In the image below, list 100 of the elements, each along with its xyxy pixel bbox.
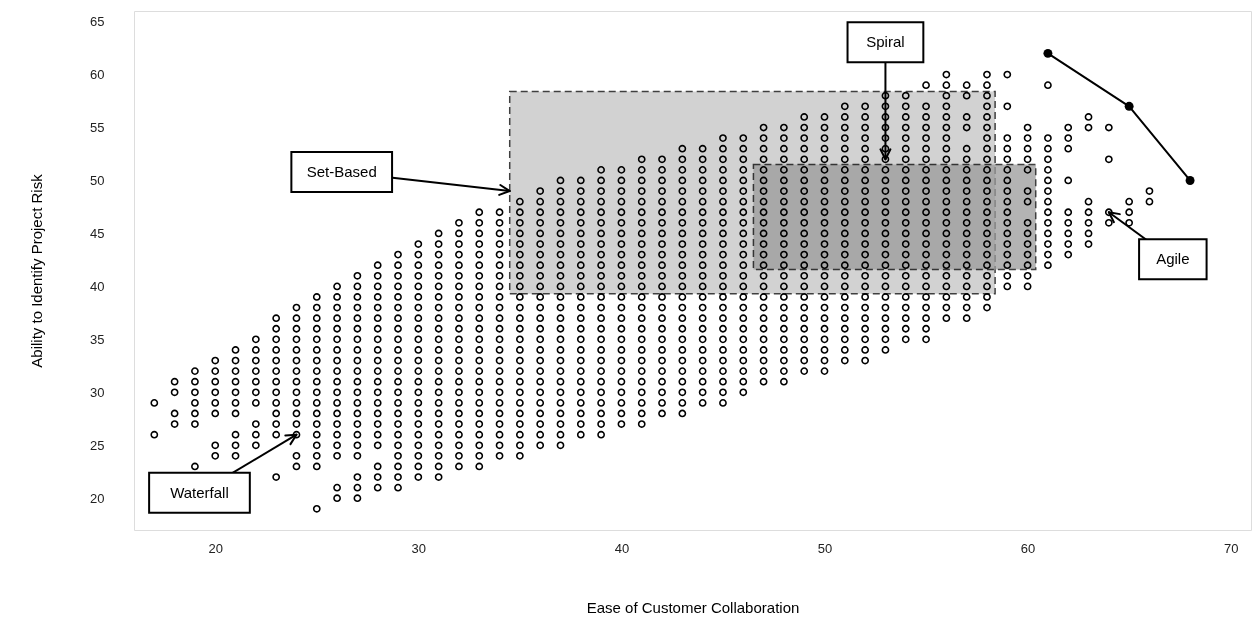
point (942, 123, 951, 132)
point (312, 409, 321, 418)
point (922, 314, 930, 323)
point (191, 367, 199, 375)
point (658, 409, 666, 418)
point (536, 420, 545, 428)
point (495, 441, 504, 450)
point (394, 250, 402, 259)
point (414, 430, 423, 439)
point (658, 197, 666, 206)
point (536, 430, 545, 439)
point (840, 155, 849, 164)
point (962, 271, 971, 280)
point (576, 282, 585, 291)
point (1064, 218, 1073, 227)
point (617, 282, 626, 291)
point (800, 314, 809, 323)
point (394, 409, 402, 418)
point (495, 367, 504, 375)
point (1003, 271, 1012, 280)
point (272, 367, 281, 375)
point (251, 335, 260, 344)
point (333, 430, 341, 439)
point (272, 388, 281, 397)
point (719, 282, 727, 291)
point (719, 229, 727, 238)
point (901, 208, 910, 217)
point (840, 102, 849, 111)
point (780, 176, 788, 185)
point (901, 271, 910, 280)
point (800, 229, 809, 238)
point (780, 144, 788, 153)
point (698, 293, 707, 301)
point (820, 229, 829, 238)
point (617, 399, 626, 407)
x-tick-label: 70 (1223, 540, 1239, 556)
point (759, 356, 768, 365)
point (353, 335, 362, 344)
point (739, 229, 748, 238)
point (617, 271, 626, 280)
point (515, 261, 524, 270)
point (719, 303, 727, 312)
point (1044, 218, 1052, 227)
point (658, 388, 666, 397)
point (556, 314, 565, 323)
point (1003, 208, 1012, 217)
point (901, 229, 910, 238)
point (922, 144, 930, 153)
point (983, 155, 991, 164)
point (881, 229, 890, 238)
point (556, 240, 565, 248)
point (394, 356, 402, 365)
point (333, 409, 341, 418)
point (1043, 48, 1053, 58)
point (576, 430, 585, 439)
point (637, 388, 646, 397)
point (901, 155, 910, 164)
point (922, 240, 930, 248)
point (556, 176, 565, 185)
point (678, 229, 687, 238)
point (658, 218, 666, 227)
point (272, 346, 281, 354)
annotation: Spiral (866, 33, 905, 51)
point (942, 81, 951, 90)
point (1084, 229, 1093, 238)
point (1003, 176, 1012, 185)
point (251, 399, 260, 407)
point (495, 399, 504, 407)
point (455, 441, 463, 450)
point (170, 420, 179, 428)
point (637, 293, 646, 301)
point (698, 377, 707, 386)
point (231, 356, 240, 365)
point (231, 367, 240, 375)
point (536, 271, 545, 280)
point (922, 134, 930, 142)
point (1044, 261, 1052, 270)
point (942, 91, 951, 100)
point (414, 420, 423, 428)
point (800, 166, 809, 174)
point (251, 430, 260, 439)
point (434, 451, 443, 460)
point (719, 134, 727, 142)
point (861, 208, 870, 217)
point (1064, 229, 1073, 238)
point (231, 346, 240, 354)
point (719, 356, 727, 365)
point (942, 187, 951, 195)
point (556, 218, 565, 227)
point (191, 462, 199, 471)
point (881, 261, 890, 270)
point (597, 388, 605, 397)
point (434, 409, 443, 418)
point (312, 462, 321, 471)
point (495, 388, 504, 397)
point (962, 113, 971, 121)
point (373, 356, 382, 365)
point (698, 303, 707, 312)
point (475, 462, 484, 471)
point (1003, 218, 1012, 227)
